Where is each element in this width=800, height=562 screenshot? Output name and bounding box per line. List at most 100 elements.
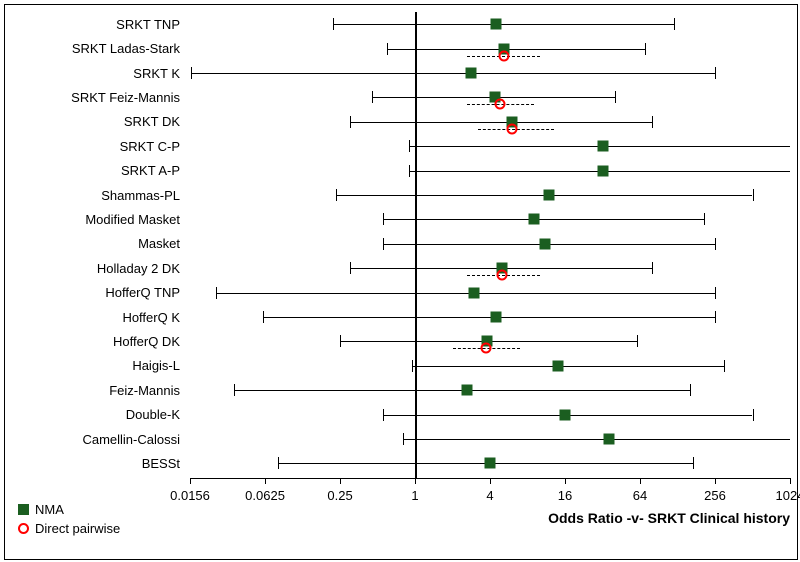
nma-ci-line bbox=[191, 73, 715, 74]
ci-cap bbox=[234, 384, 235, 396]
ci-cap bbox=[350, 116, 351, 128]
legend-item: NMA bbox=[18, 502, 120, 517]
direct-point bbox=[480, 343, 491, 354]
nma-ci-line bbox=[403, 439, 790, 440]
forest-plot-container: 0.0156 0.0625 0.25 1 4 16 64 256 1024 Odds Ratio … bbox=[0, 0, 800, 562]
ci-cap bbox=[409, 165, 410, 177]
nma-point bbox=[597, 165, 608, 176]
ci-cap bbox=[383, 213, 384, 225]
x-axis-title: Odds Ratio -v- SRKT Clinical history bbox=[548, 510, 790, 526]
x-tick bbox=[565, 478, 566, 484]
row-label: SRKT Ladas-Stark bbox=[0, 41, 180, 56]
ci-cap bbox=[278, 457, 279, 469]
x-tick bbox=[265, 478, 266, 484]
ci-cap bbox=[350, 262, 351, 274]
x-tick bbox=[640, 478, 641, 484]
legend-label: Direct pairwise bbox=[35, 521, 120, 536]
nma-ci-line bbox=[383, 219, 705, 220]
ci-cap bbox=[637, 335, 638, 347]
row-label: Holladay 2 DK bbox=[0, 261, 180, 276]
nma-point bbox=[552, 360, 563, 371]
nma-ci-line bbox=[263, 317, 715, 318]
row-label: HofferQ K bbox=[0, 310, 180, 325]
row-label: Double-K bbox=[0, 407, 180, 422]
direct-circle-icon bbox=[18, 523, 29, 534]
chart-border bbox=[4, 4, 798, 560]
x-tick bbox=[490, 478, 491, 484]
direct-point bbox=[506, 123, 517, 134]
x-tick-label: 0.0156 bbox=[170, 488, 210, 503]
x-tick-label: 4 bbox=[486, 488, 493, 503]
nma-point bbox=[597, 141, 608, 152]
nma-point bbox=[539, 238, 550, 249]
nma-ci-line bbox=[412, 366, 723, 367]
ci-cap bbox=[403, 433, 404, 445]
ci-cap bbox=[715, 287, 716, 299]
ci-cap bbox=[690, 384, 691, 396]
ci-cap bbox=[715, 238, 716, 250]
row-label: SRKT TNP bbox=[0, 17, 180, 32]
legend-label: NMA bbox=[35, 502, 64, 517]
ci-cap bbox=[724, 360, 725, 372]
x-tick-label: 1024 bbox=[776, 488, 800, 503]
ci-cap bbox=[674, 18, 675, 30]
nma-point bbox=[485, 458, 496, 469]
x-tick bbox=[190, 478, 191, 484]
x-tick bbox=[340, 478, 341, 484]
nma-point bbox=[491, 19, 502, 30]
nma-ci-line bbox=[216, 293, 716, 294]
ci-cap bbox=[263, 311, 264, 323]
nma-square-icon bbox=[18, 504, 29, 515]
x-tick bbox=[415, 478, 416, 484]
row-label: Feiz-Mannis bbox=[0, 383, 180, 398]
nma-point bbox=[560, 409, 571, 420]
nma-point bbox=[528, 214, 539, 225]
ci-cap bbox=[693, 457, 694, 469]
ci-cap bbox=[383, 409, 384, 421]
row-label: SRKT C-P bbox=[0, 139, 180, 154]
nma-point bbox=[461, 385, 472, 396]
x-tick-label: 0.0625 bbox=[245, 488, 285, 503]
row-label: HofferQ TNP bbox=[0, 285, 180, 300]
direct-point bbox=[494, 99, 505, 110]
x-tick-label: 16 bbox=[558, 488, 572, 503]
ci-cap bbox=[383, 238, 384, 250]
reference-line bbox=[415, 12, 417, 478]
ci-cap bbox=[372, 91, 373, 103]
legend: NMA Direct pairwise bbox=[18, 502, 120, 540]
ci-cap bbox=[645, 43, 646, 55]
nma-ci-line bbox=[333, 24, 674, 25]
ci-cap bbox=[387, 43, 388, 55]
row-label: SRKT DK bbox=[0, 114, 180, 129]
ci-cap bbox=[412, 360, 413, 372]
x-tick-label: 0.25 bbox=[327, 488, 352, 503]
x-tick bbox=[715, 478, 716, 484]
ci-cap bbox=[333, 18, 334, 30]
ci-cap bbox=[340, 335, 341, 347]
direct-point bbox=[499, 50, 510, 61]
x-tick bbox=[790, 478, 791, 484]
nma-point bbox=[491, 312, 502, 323]
ci-cap bbox=[216, 287, 217, 299]
row-label: BESSt bbox=[0, 456, 180, 471]
nma-point bbox=[469, 287, 480, 298]
ci-cap bbox=[704, 213, 705, 225]
row-label: SRKT A-P bbox=[0, 163, 180, 178]
x-tick-label: 256 bbox=[704, 488, 726, 503]
ci-cap bbox=[652, 116, 653, 128]
ci-cap bbox=[753, 189, 754, 201]
ci-cap bbox=[191, 67, 192, 79]
nma-point bbox=[603, 434, 614, 445]
nma-ci-line bbox=[350, 122, 652, 123]
row-label: Camellin-Calossi bbox=[0, 432, 180, 447]
row-label: Masket bbox=[0, 236, 180, 251]
x-tick-label: 1 bbox=[411, 488, 418, 503]
row-label: HofferQ DK bbox=[0, 334, 180, 349]
ci-cap bbox=[409, 140, 410, 152]
nma-point bbox=[544, 190, 555, 201]
legend-item: Direct pairwise bbox=[18, 521, 120, 536]
x-tick-label: 64 bbox=[633, 488, 647, 503]
ci-cap bbox=[715, 67, 716, 79]
ci-cap bbox=[336, 189, 337, 201]
row-label: Modified Masket bbox=[0, 212, 180, 227]
